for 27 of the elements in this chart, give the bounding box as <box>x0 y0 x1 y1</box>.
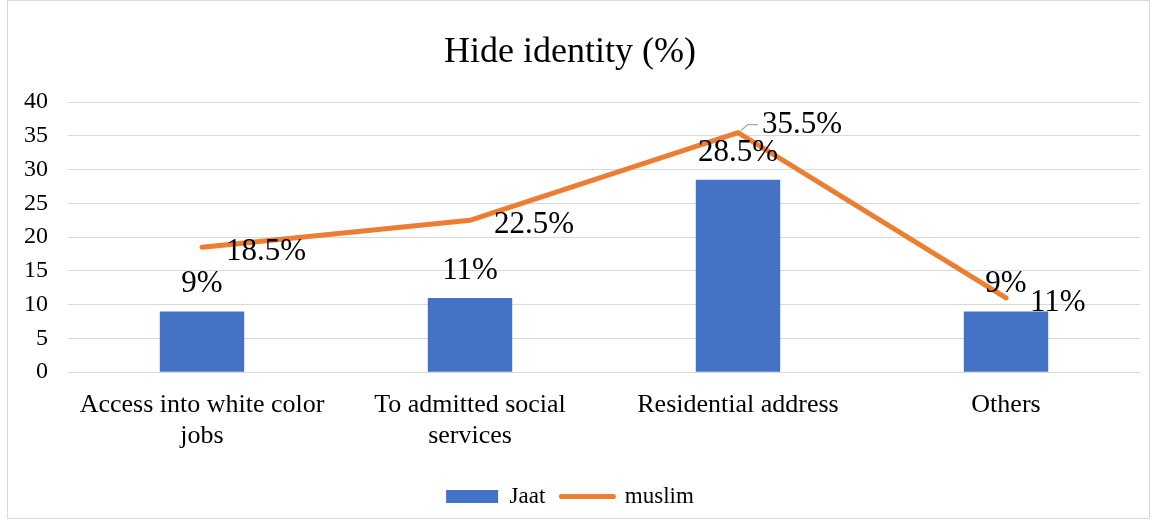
data-label: 9% <box>985 264 1027 300</box>
y-tick-label: 40 <box>24 87 48 114</box>
data-label: 11% <box>1030 283 1086 319</box>
y-tick-label: 10 <box>24 289 48 316</box>
data-label: 11% <box>442 250 498 286</box>
x-tick-label: Access into white color jobs <box>79 389 325 449</box>
x-tick-label: Others <box>971 389 1041 419</box>
y-tick-label: 5 <box>36 323 48 350</box>
bar <box>427 297 513 372</box>
y-tick-label: 15 <box>24 256 48 283</box>
bar <box>159 311 245 372</box>
y-tick-label: 35 <box>24 121 48 148</box>
data-label: 18.5% <box>226 232 307 268</box>
bar <box>695 179 781 372</box>
data-label: 22.5% <box>494 205 575 241</box>
legend-label: muslim <box>624 482 694 508</box>
bar <box>963 311 1049 372</box>
legend-label: Jaat <box>509 482 546 508</box>
data-label: 35.5% <box>762 104 843 140</box>
x-tick-label: To admitted social services <box>374 389 566 449</box>
y-tick-label: 20 <box>24 222 48 249</box>
y-tick-label: 25 <box>24 188 48 215</box>
data-label: 9% <box>181 264 223 300</box>
chart-title: Hide identity (%) <box>444 30 696 71</box>
y-tick-label: 0 <box>36 357 48 384</box>
y-tick-label: 30 <box>24 154 48 181</box>
x-tick-label: Residential address <box>637 389 839 419</box>
